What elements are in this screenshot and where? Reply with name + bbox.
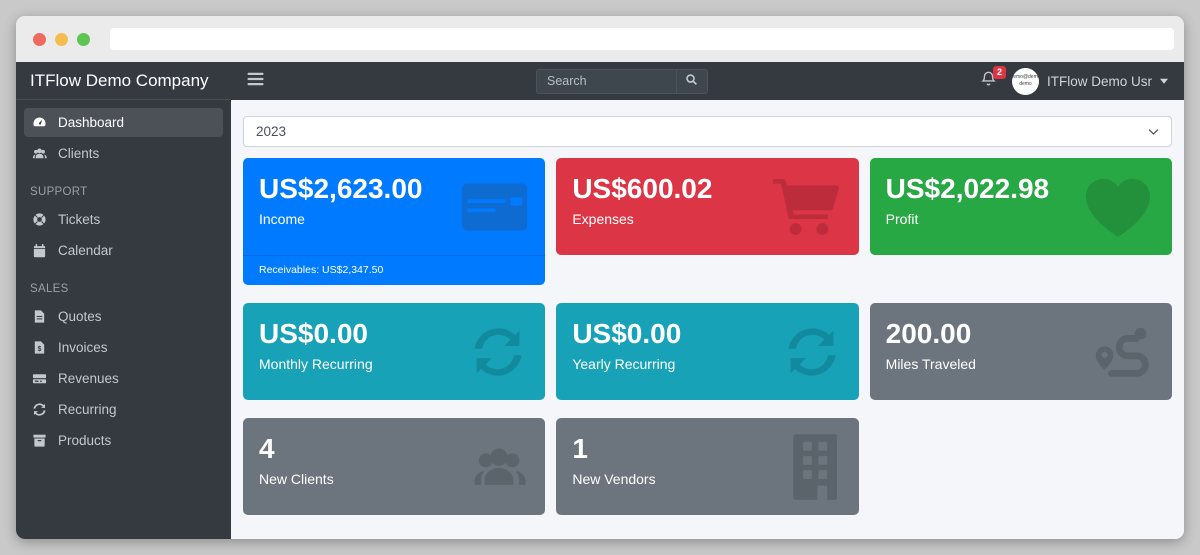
- sidebar-item-dashboard[interactable]: Dashboard: [24, 108, 223, 137]
- stat-card-monthly-recurring[interactable]: US$0.00 Monthly Recurring: [243, 303, 546, 400]
- sidebar-toggle-button[interactable]: [247, 72, 264, 91]
- stat-card-expenses[interactable]: US$600.02 Expenses: [556, 158, 859, 255]
- main-column: 2 demo@demo demo ITFlow Demo Usr: [231, 62, 1184, 539]
- stat-value: 1: [572, 433, 588, 464]
- stat-card-miles-traveled[interactable]: 200.00 Miles Traveled: [869, 303, 1172, 400]
- stat-label: Expenses: [572, 211, 634, 228]
- stat-value: US$2,022.98: [885, 173, 1050, 204]
- notification-badge: 2: [992, 66, 1006, 80]
- route-icon: [1092, 321, 1154, 383]
- stat-value: US$600.02: [572, 173, 713, 204]
- users-icon: [30, 146, 48, 161]
- year-select-value: 2023: [256, 124, 287, 139]
- users-icon: [471, 439, 527, 495]
- dashboard-content: 2023 US$2,623.00 Income Receivables: US$2,…: [231, 100, 1184, 539]
- browser-chrome: [16, 16, 1184, 62]
- sidebar-item-tickets[interactable]: Tickets: [24, 205, 223, 234]
- sidebar-item-revenues[interactable]: Revenues: [24, 364, 223, 393]
- stat-card-yearly-recurring[interactable]: US$0.00 Yearly Recurring: [556, 303, 859, 400]
- file-dollar-icon: $: [30, 340, 48, 355]
- bell-icon: [980, 70, 997, 92]
- svg-text:$: $: [37, 346, 41, 353]
- avatar: demo@demo demo: [1011, 67, 1039, 95]
- chevron-down-icon: [1148, 128, 1159, 136]
- building-icon: [790, 432, 840, 502]
- file-lines-icon: [30, 309, 48, 324]
- sidebar-item-clients[interactable]: Clients: [24, 139, 223, 168]
- zoom-button[interactable]: [77, 32, 90, 46]
- life-ring-icon: [30, 212, 48, 227]
- app-area: ITFlow Demo Company Dashboard Clients SUPP…: [16, 62, 1184, 539]
- sidebar-item-label: Recurring: [58, 402, 117, 417]
- money-check-icon: [30, 371, 48, 386]
- stat-value: US$2,623.00: [259, 173, 423, 204]
- stat-label: Miles Traveled: [885, 356, 976, 373]
- sync-icon: [469, 323, 527, 381]
- stat-label: Income: [259, 211, 305, 228]
- user-name: ITFlow Demo Usr: [1046, 73, 1152, 89]
- stat-card-income[interactable]: US$2,623.00 Income Receivables: US$2,347.5…: [243, 158, 546, 285]
- stat-label: Monthly Recurring: [259, 356, 373, 373]
- sidebar-item-label: Calendar: [58, 243, 113, 258]
- sidebar-item-label: Clients: [58, 146, 100, 161]
- caret-down-icon: [1159, 78, 1168, 84]
- box-icon: [30, 433, 48, 448]
- credit-card-icon: [461, 183, 528, 230]
- hamburger-icon: [247, 72, 264, 91]
- browser-window: ITFlow Demo Company Dashboard Clients SUPP…: [16, 16, 1184, 539]
- navbar-right: 2 demo@demo demo ITFlow Demo Usr: [980, 66, 1168, 95]
- sidebar-item-label: Products: [58, 433, 112, 448]
- minimize-button[interactable]: [55, 32, 68, 46]
- year-select[interactable]: 2023: [243, 116, 1172, 147]
- tachometer-icon: [30, 115, 48, 130]
- sidebar-item-products[interactable]: Products: [24, 426, 223, 455]
- stat-card-new-clients[interactable]: 4 New Clients: [243, 418, 546, 515]
- stat-value: 4: [259, 433, 275, 464]
- search-icon: [685, 73, 698, 89]
- sidebar-item-label: Invoices: [58, 340, 108, 355]
- user-menu[interactable]: demo@demo demo ITFlow Demo Usr: [1011, 67, 1168, 95]
- stat-label: Yearly Recurring: [572, 356, 676, 373]
- stat-value: 200.00: [885, 318, 972, 349]
- sidebar-item-label: Tickets: [58, 212, 101, 227]
- calendar-icon: [30, 243, 48, 258]
- notifications-button[interactable]: 2: [980, 66, 1006, 92]
- sidebar-item-label: Dashboard: [58, 115, 125, 130]
- brand-link[interactable]: ITFlow Demo Company: [16, 62, 231, 100]
- stat-footer: Receivables: US$2,347.50: [243, 255, 546, 285]
- sync-icon: [30, 402, 48, 417]
- search-button[interactable]: [675, 68, 708, 94]
- stat-card-new-vendors[interactable]: 1 New Vendors: [556, 418, 859, 515]
- stats-grid: US$2,623.00 Income Receivables: US$2,347.5…: [243, 158, 1172, 515]
- sidebar-item-invoices[interactable]: $ Invoices: [24, 333, 223, 362]
- sidebar-item-label: Quotes: [58, 309, 102, 324]
- stat-card-profit[interactable]: US$2,022.98 Profit: [869, 158, 1172, 255]
- sidebar-item-quotes[interactable]: Quotes: [24, 302, 223, 331]
- sidebar-item-label: Revenues: [58, 371, 119, 386]
- url-bar[interactable]: [110, 28, 1174, 50]
- sidebar-nav: Dashboard Clients SUPPORT Tickets Calendar SA…: [16, 100, 231, 465]
- stat-label: New Vendors: [572, 471, 656, 488]
- search-form: [535, 68, 708, 94]
- stat-value: US$0.00: [572, 318, 682, 349]
- sidebar-section-header: SALES: [30, 283, 69, 295]
- heart-icon: [1082, 175, 1154, 238]
- close-button[interactable]: [33, 32, 46, 46]
- stat-label: Profit: [885, 211, 919, 228]
- sidebar-item-calendar[interactable]: Calendar: [24, 236, 223, 265]
- sidebar: ITFlow Demo Company Dashboard Clients SUPP…: [16, 62, 231, 539]
- stat-value: US$0.00: [259, 318, 368, 349]
- cart-icon: [772, 178, 841, 236]
- sidebar-item-recurring[interactable]: Recurring: [24, 395, 223, 424]
- stat-label: New Clients: [259, 471, 334, 488]
- top-navbar: 2 demo@demo demo ITFlow Demo Usr: [231, 62, 1184, 100]
- sync-icon: [783, 323, 841, 381]
- search-input[interactable]: [535, 68, 676, 94]
- sidebar-section-header: SUPPORT: [30, 186, 88, 198]
